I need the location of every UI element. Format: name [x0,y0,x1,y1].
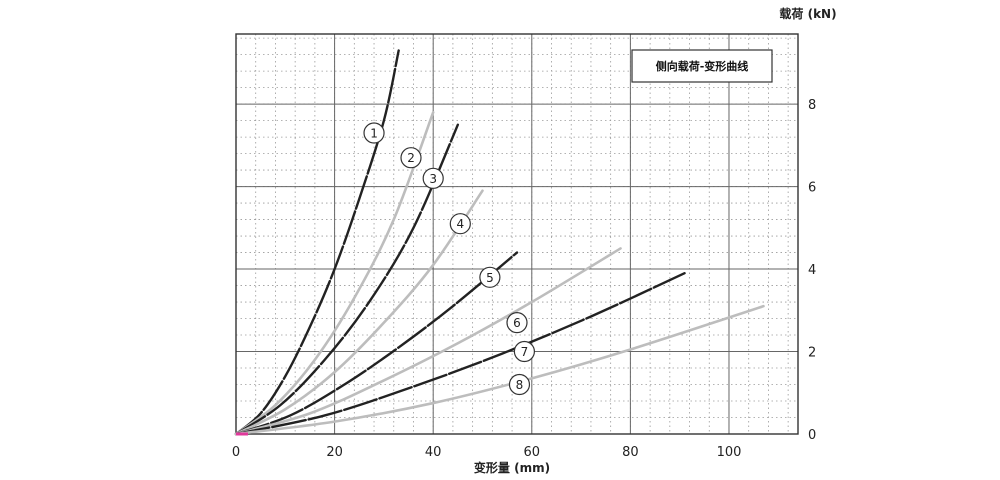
curve-label-4: 4 [449,213,471,235]
curve-label-5: 5 [479,266,501,288]
curve-label-circle [513,340,535,363]
y-tick-label: 2 [808,346,816,361]
curve-label-text: 1 [370,126,378,140]
series-line-3 [234,123,460,436]
x-tick-label: 20 [326,445,343,460]
x-tick-label: 40 [425,445,442,460]
curve-label-7: 7 [513,340,535,363]
curve-label-8: 8 [508,373,531,396]
x-tick-label: 80 [622,445,639,460]
curve-label-circle [422,167,444,189]
series-line-4 [234,189,484,436]
curve-label-text: 3 [429,172,437,186]
series-line-5 [234,251,519,436]
curve-label-6: 6 [506,312,528,334]
series-group [234,49,765,436]
y-tick-label: 6 [808,181,816,196]
chart-legend: 侧向载荷-变形曲线 [631,49,773,83]
axes: 0 20 40 60 80 100 0 2 4 6 8 [232,98,816,460]
plot-area [236,34,798,434]
curve-label-text: 7 [521,345,529,359]
x-tick-label: 60 [524,445,541,460]
series-line-7 [234,271,686,436]
curve-label-circle [363,122,385,144]
curve-label-circle [449,213,471,235]
curve-label-text: 4 [456,217,464,231]
y-tick-label: 4 [808,263,816,278]
plot-frame [235,33,799,435]
y-axis-label: 载荷 (kN) [779,6,836,21]
series-line-1 [234,49,400,436]
curve-label-2: 2 [400,147,422,169]
curve-label-circle [479,266,501,288]
curve-label-circle [508,373,531,396]
curve-label-text: 2 [407,151,415,165]
series-line-2 [234,111,435,436]
legend-box [631,49,773,83]
curve-label-1: 1 [363,122,385,144]
x-tick-label: 100 [717,445,742,460]
series-line-8 [234,304,765,436]
grid [235,33,799,435]
y-tick-label: 0 [808,428,816,443]
curve-label-text: 5 [486,271,494,285]
curve-label-circle [506,312,528,334]
y-tick-label: 8 [808,98,816,113]
x-tick-label: 0 [232,445,240,460]
series-line-6 [234,247,622,436]
curve-label-text: 6 [513,316,521,330]
curve-label-3: 3 [422,167,444,189]
curve-label-text: 8 [516,378,524,392]
curve-label-circle [400,147,422,169]
x-axis-label: 变形量 (mm) [474,460,550,475]
chart-title: 侧向载荷-变形曲线 [656,59,749,73]
